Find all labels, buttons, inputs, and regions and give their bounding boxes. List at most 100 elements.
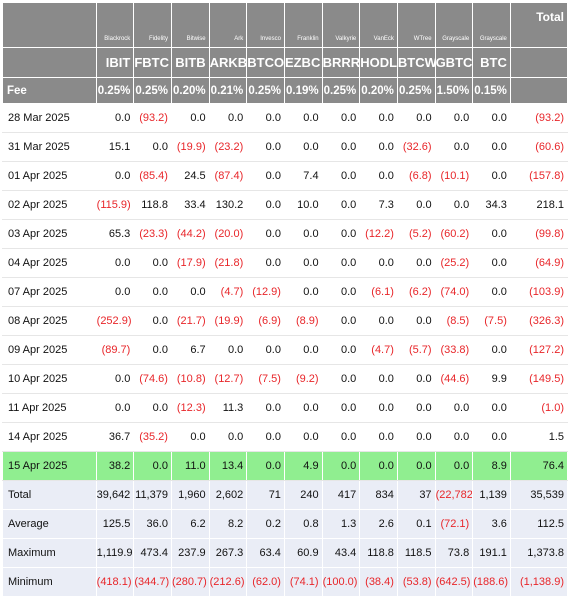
flow-cell: (10.8) [170, 364, 210, 394]
flow-cell: (12.3) [170, 393, 210, 423]
flow-cell: 0.0 [396, 364, 436, 394]
flow-cell: (35.2) [133, 422, 172, 452]
flow-cell: 0.0 [472, 248, 511, 278]
flow-cell: (17.9) [170, 248, 210, 278]
flow-cell: 0.0 [359, 248, 398, 278]
flow-cell: 0.0 [472, 393, 511, 423]
flow-cell: (115.9) [95, 190, 135, 220]
total-cell: 35,539 [509, 480, 569, 510]
flow-cell: 9.9 [472, 364, 511, 394]
flow-cell: 13.4 [208, 451, 248, 481]
table-row: 08 Apr 2025 (252.9) 0.0 (21.7) (19.9) (6.9) (8… [2, 306, 569, 336]
flow-cell: 0.0 [472, 277, 511, 307]
flow-cell: (10.1) [434, 161, 474, 191]
flow-cell: 0.0 [246, 393, 285, 423]
flow-cell: 0.0 [208, 335, 248, 365]
flow-cell: 237.9 [170, 538, 210, 568]
flow-cell: 0.0 [396, 422, 436, 452]
flow-cell: 0.0 [321, 190, 361, 220]
flow-cell: (418.1) [95, 567, 135, 597]
flow-cell: (212.6) [208, 567, 248, 597]
flow-cell: 6.2 [170, 509, 210, 539]
flow-cell: 267.3 [208, 538, 248, 568]
total-cell: (1,138.9) [509, 567, 569, 597]
fee-value: 0.25% [246, 77, 285, 104]
flow-cell: 0.0 [359, 132, 398, 162]
total-cell: (103.9) [509, 277, 569, 307]
flow-cell: 0.0 [321, 132, 361, 162]
summary-rows: Total 39,642 11,379 1,960 2,602 71 240 417 834 37… [2, 480, 569, 597]
date-cell: 08 Apr 2025 [2, 306, 97, 336]
flow-cell: (19.9) [208, 306, 248, 336]
flow-cell: 0.0 [321, 364, 361, 394]
flow-cell: 118.8 [359, 538, 398, 568]
flow-cell: (87.4) [208, 161, 248, 191]
flow-cell: 0.0 [472, 161, 511, 191]
flow-cell: (23.3) [133, 219, 172, 249]
flow-cell: 130.2 [208, 190, 248, 220]
flow-cell: 0.0 [321, 219, 361, 249]
flow-cell: 0.0 [208, 422, 248, 452]
flow-cell: (60.2) [434, 219, 474, 249]
flow-cell: (74.1) [283, 567, 323, 597]
flow-cell: 36.7 [95, 422, 135, 452]
flow-cell: (72.1) [434, 509, 474, 539]
flow-cell: 0.0 [246, 132, 285, 162]
fee-value: 0.15% [472, 77, 511, 104]
total-cell: (326.3) [509, 306, 569, 336]
flow-cell: 33.4 [170, 190, 210, 220]
table-row: 28 Mar 2025 0.0 (93.2) 0.0 0.0 0.0 0.0 0.0 0.0 0.… [2, 103, 569, 133]
total-cell: (99.8) [509, 219, 569, 249]
flow-cell: 0.0 [283, 277, 323, 307]
summary-label: Minimum [2, 567, 97, 597]
flow-cell: 0.0 [434, 132, 474, 162]
flow-cell: 0.0 [321, 335, 361, 365]
total-cell: 76.4 [509, 451, 569, 481]
flow-cell: 3.6 [472, 509, 511, 539]
flow-cell: (8.9) [283, 306, 323, 336]
flow-cell: 0.0 [170, 277, 210, 307]
table-row: 04 Apr 2025 0.0 0.0 (17.9) (21.8) 0.0 0.0 0.0 0.… [2, 248, 569, 278]
flow-cell: 0.0 [472, 132, 511, 162]
table-row: 14 Apr 2025 36.7 (35.2) 0.0 0.0 0.0 0.0 0.0 0.0 0… [2, 422, 569, 452]
flow-cell: 0.0 [133, 306, 172, 336]
total-cell: (93.2) [509, 103, 569, 133]
flow-cell: 0.0 [321, 277, 361, 307]
fee-value: 0.25% [133, 77, 172, 104]
total-cell: (127.2) [509, 335, 569, 365]
date-cell: 01 Apr 2025 [2, 161, 97, 191]
daily-flows: 28 Mar 2025 0.0 (93.2) 0.0 0.0 0.0 0.0 0.0 0.0 0.… [2, 103, 569, 481]
flow-cell: (74.6) [133, 364, 172, 394]
summary-label: Total [2, 480, 97, 510]
summary-label: Average [2, 509, 97, 539]
flow-cell: (252.9) [95, 306, 135, 336]
flow-cell: 1,119.9 [95, 538, 135, 568]
flow-cell: (93.2) [133, 103, 172, 133]
total-column-header: Total [509, 2, 569, 48]
flow-cell: 0.0 [283, 103, 323, 133]
issuer-name: Grayscale [472, 2, 511, 48]
flow-cell: 0.0 [246, 161, 285, 191]
flow-cell: (100.0) [321, 567, 361, 597]
summary-label: Maximum [2, 538, 97, 568]
flow-cell: 6.7 [170, 335, 210, 365]
flow-cell: (38.4) [359, 567, 398, 597]
flow-cell: 0.0 [321, 393, 361, 423]
flow-cell: 125.5 [95, 509, 135, 539]
flow-cell: 0.0 [95, 393, 135, 423]
flow-cell: 8.9 [472, 451, 511, 481]
flow-cell: 0.0 [283, 248, 323, 278]
total-cell: (64.9) [509, 248, 569, 278]
flow-cell: 1,139 [472, 480, 511, 510]
ticker: BRRR [321, 47, 361, 78]
flow-cell: 0.0 [472, 219, 511, 249]
flow-cell: 63.4 [246, 538, 285, 568]
flow-cell: 118.8 [133, 190, 172, 220]
flow-cell: 0.0 [321, 451, 361, 481]
flow-cell: (74.0) [434, 277, 474, 307]
table-row: 11 Apr 2025 0.0 0.0 (12.3) 11.3 0.0 0.0 0.0 0.0 0… [2, 393, 569, 423]
flow-cell: (7.5) [246, 364, 285, 394]
flow-cell: 0.0 [396, 451, 436, 481]
flow-cell: 0.2 [246, 509, 285, 539]
flow-cell: 0.0 [434, 103, 474, 133]
